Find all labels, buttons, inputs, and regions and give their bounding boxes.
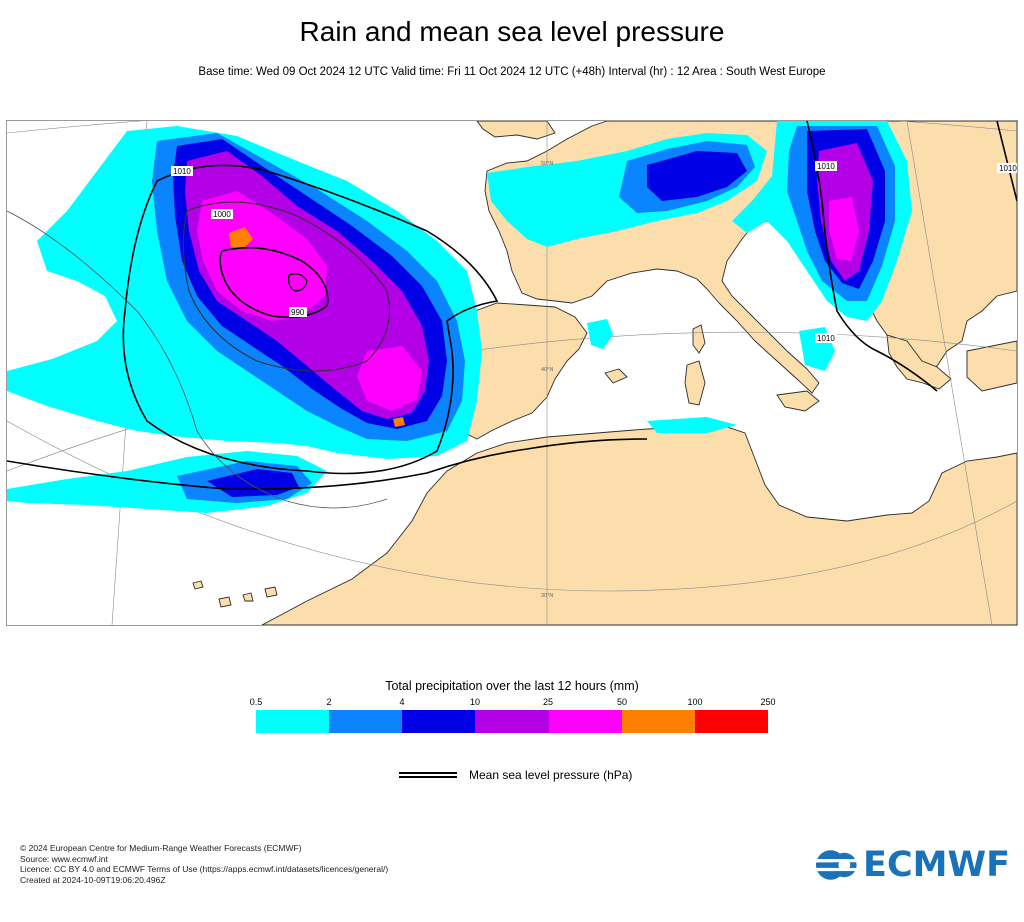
colorbar-swatch [256, 710, 330, 733]
isobar-1010-balkans [806, 121, 938, 392]
colorbar-tick: 250 [760, 697, 776, 707]
lat-label-30: 30°N [541, 593, 553, 599]
precip-magenta-balkans [829, 197, 859, 261]
precip-magenta-iberia [357, 346, 422, 411]
colorbar-swatch [329, 710, 403, 733]
precipitation-colorbar [256, 710, 768, 733]
precipitation-field [7, 121, 912, 513]
land-canary-4 [192, 580, 204, 590]
land-british-isles [476, 121, 556, 140]
map-canvas: 1010 1000 990 1010 1010 1010 50°N 40°N 3… [7, 121, 1017, 625]
colorbar-swatch [402, 710, 476, 733]
isobar-label-1010-balkans: 1010 [817, 162, 835, 171]
ecmwf-logo-mark [814, 850, 860, 880]
precip-darkblue-south [207, 469, 299, 497]
isobar-1010-east [996, 121, 1017, 202]
colorbar-ticks: 0.5 2 4 10 25 50 100 250 [250, 697, 776, 709]
mslp-legend: Mean sea level pressure (hPa) [399, 766, 632, 784]
isobar-labels: 1010 1000 990 1010 1010 1010 [171, 161, 1017, 343]
colorbar-tick: 50 [616, 697, 628, 707]
footer-licence: Licence: CC BY 4.0 and ECMWF Terms of Us… [20, 864, 389, 874]
colorbar-tick: 10 [469, 697, 481, 707]
land-greece [886, 334, 952, 390]
footer-source: Source: www.ecmwf.int [20, 853, 108, 864]
land-north-africa [261, 426, 1017, 625]
chart-title: Rain and mean sea level pressure [299, 16, 725, 47]
land-balearics [604, 368, 628, 384]
isobar-label-1010-ionian: 1010 [817, 334, 835, 343]
precip-cyan-tyrrhenian [647, 417, 737, 433]
land-canary-3 [264, 586, 278, 598]
lat-label-40: 40°N [541, 367, 553, 373]
colorbar-swatch [621, 710, 695, 733]
isobar-label-1000: 1000 [213, 210, 231, 219]
colorbar-tick: 4 [399, 697, 405, 707]
precipitation-legend-title: Total precipitation over the last 12 hou… [385, 679, 639, 693]
footer-copyright: © 2024 European Centre for Medium-Range … [20, 843, 302, 853]
land-canary-2 [242, 592, 254, 602]
isobar-thin-1015 [7, 210, 388, 509]
footer-created: Created at 2024-10-09T19:06:20.496Z [20, 874, 166, 885]
footer-credits: © 2024 European Centre for Medium-Range … [20, 843, 388, 885]
isobar-990 [219, 246, 329, 319]
land-sicily [776, 390, 820, 412]
lat-label-50: 50°N [541, 161, 553, 167]
land-corsica [692, 324, 706, 354]
colorbar-tick: 25 [542, 697, 554, 707]
colorbar-swatch [548, 710, 622, 733]
mslp-legend-label: Mean sea level pressure (hPa) [469, 768, 633, 782]
precip-orange-spot-2 [393, 417, 405, 427]
land-sardinia [684, 360, 706, 406]
land-turkey [966, 340, 1017, 392]
ecmwf-logo: ECMWF [814, 846, 1010, 884]
colorbar-swatch [475, 710, 549, 733]
precip-darkblue-france [647, 151, 747, 201]
mslp-legend-line [399, 772, 457, 778]
ecmwf-logo-text: ECMWF [863, 845, 1010, 885]
colorbar-tick: 2 [326, 697, 332, 707]
colorbar-tick: 0.5 [249, 697, 263, 707]
chart-subtitle: Base time: Wed 09 Oct 2024 12 UTC Valid … [198, 66, 826, 78]
land-canary-1 [218, 596, 232, 608]
isobar-1010-africa [7, 438, 648, 490]
latitude-labels: 50°N 40°N 30°N [541, 161, 553, 599]
colorbar-tick: 100 [687, 697, 703, 707]
isobar-1000 [182, 201, 391, 372]
isobar-label-1010-west: 1010 [173, 167, 191, 176]
forecast-map: 1010 1000 990 1010 1010 1010 50°N 40°N 3… [6, 120, 1018, 626]
isobar-label-1010-east: 1010 [999, 164, 1017, 173]
precip-cyan-sea-patch [587, 319, 613, 349]
precip-orange-spot [229, 227, 253, 249]
isobar-label-990: 990 [291, 308, 305, 317]
isobar-low-centre [288, 273, 308, 292]
colorbar-swatch [694, 710, 768, 733]
isobars [7, 121, 1017, 509]
isobar-1010 [122, 164, 499, 475]
